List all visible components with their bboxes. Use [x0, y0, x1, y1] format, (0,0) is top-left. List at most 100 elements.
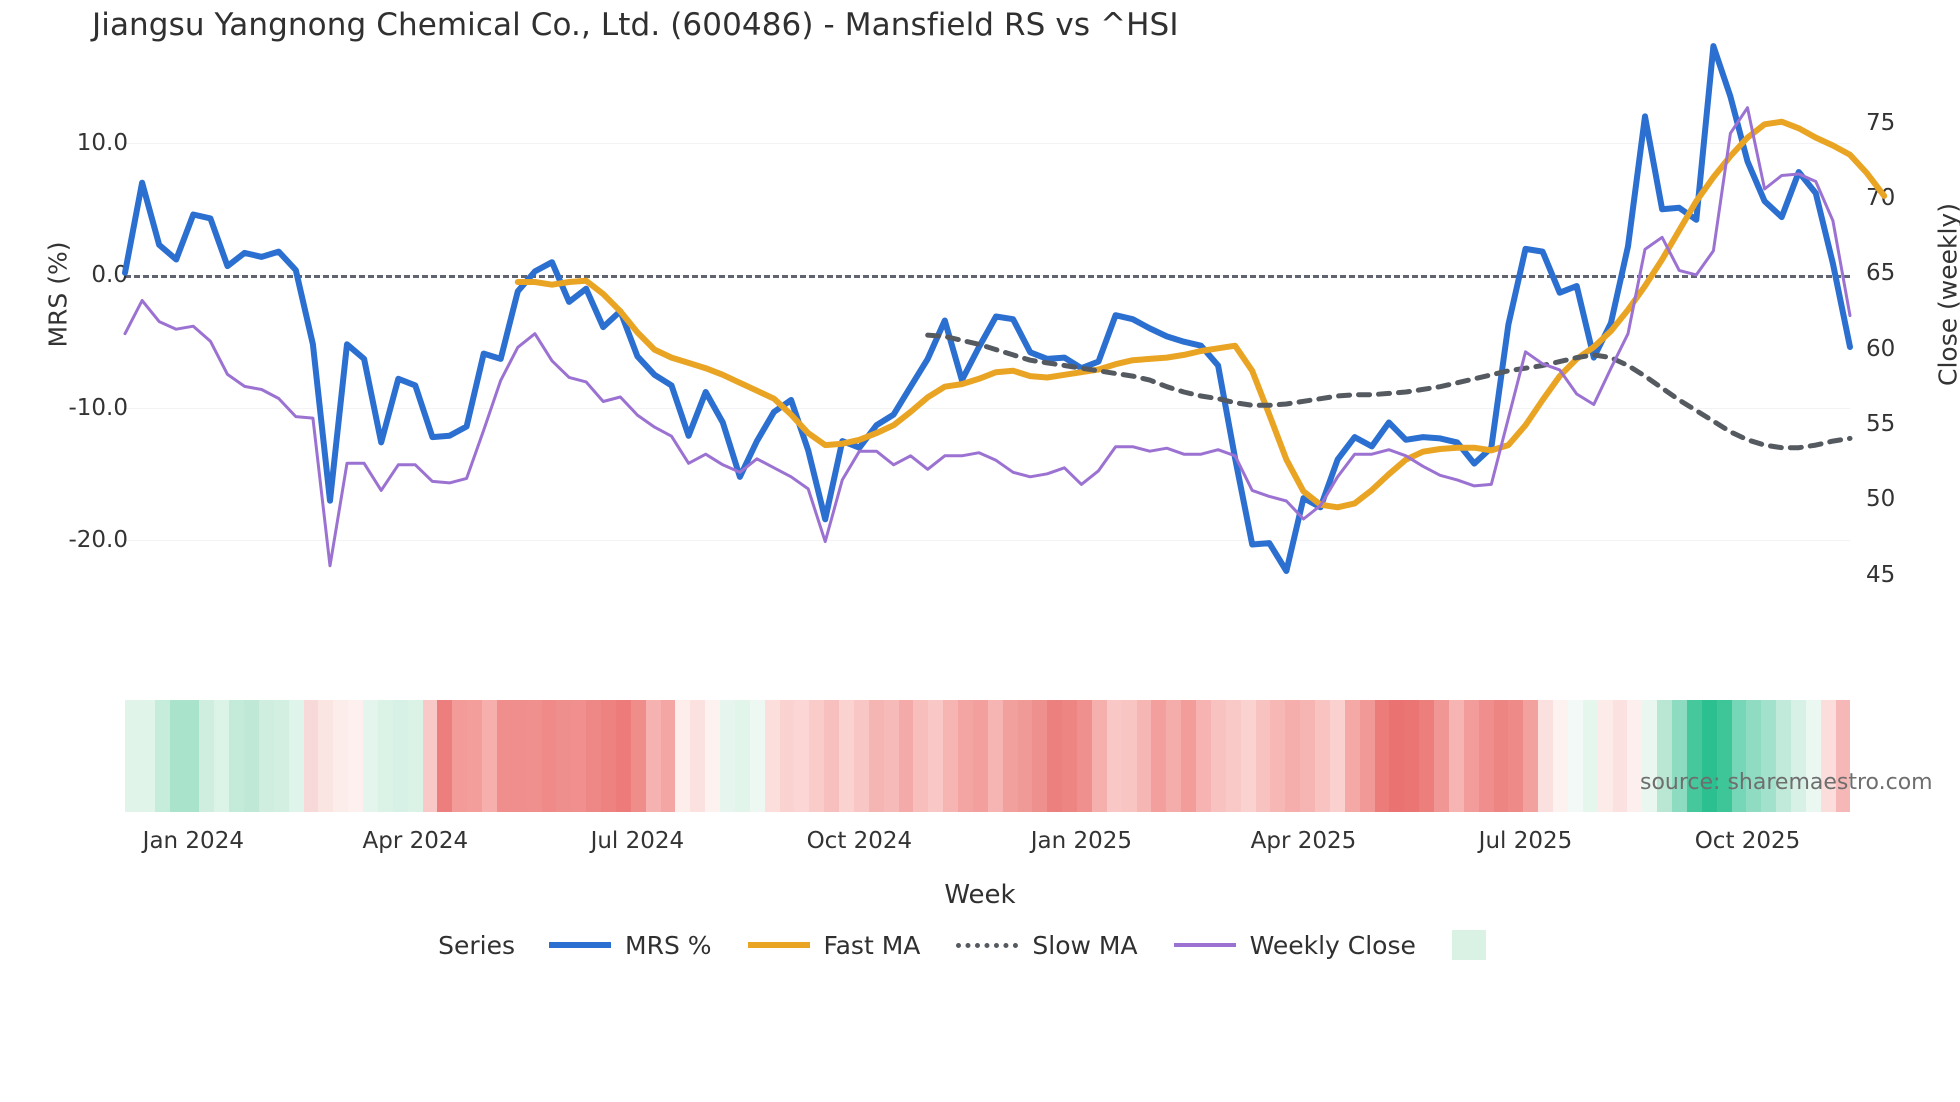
gridline	[125, 540, 1850, 542]
heatmap-band	[139, 700, 155, 812]
heatmap-band	[660, 700, 676, 812]
y-tick-label-left: -10.0	[68, 394, 128, 421]
x-tick-label: Oct 2025	[1694, 828, 1801, 854]
heatmap-band	[1255, 700, 1271, 812]
heatmap-band	[1597, 700, 1613, 812]
x-axis-label: Week	[944, 880, 1016, 910]
heatmap-band	[496, 700, 512, 812]
heatmap-band	[853, 700, 869, 812]
y-axis-label-right: Close (weekly)	[1933, 203, 1960, 386]
heatmap-band	[1791, 700, 1806, 812]
heatmap-band	[452, 700, 468, 812]
heatmap-band	[1344, 700, 1360, 812]
heatmap-band	[1106, 700, 1122, 812]
heatmap-band	[1047, 700, 1063, 812]
x-tick-label: Apr 2025	[1250, 828, 1357, 854]
heatmap-band	[1270, 700, 1286, 812]
heatmap-band	[779, 700, 795, 812]
legend-label-weekly-close: Weekly Close	[1249, 930, 1416, 960]
heatmap-band	[1686, 700, 1702, 812]
heatmap-band	[511, 700, 527, 812]
heatmap-band	[377, 700, 393, 812]
heatmap-band	[199, 700, 215, 812]
heatmap-band	[586, 700, 601, 812]
legend-item-weekly-close[interactable]: Weekly Close	[1173, 930, 1416, 960]
heatmap-band	[1553, 700, 1568, 812]
heatmap-band	[1166, 700, 1182, 812]
heatmap-band	[645, 700, 661, 812]
heatmap-band	[883, 700, 899, 812]
heatmap-band	[125, 700, 140, 812]
heatmap-band	[675, 700, 691, 812]
y-axis-label-left: MRS (%)	[43, 241, 73, 348]
heatmap-band	[1285, 700, 1301, 812]
heatmap-band	[1567, 700, 1583, 812]
heatmap-band	[1315, 700, 1330, 812]
heatmap-band	[972, 700, 988, 812]
y-tick-label-right: 50	[1866, 486, 1896, 513]
heatmap-band	[1731, 700, 1747, 812]
heatmap-band	[1716, 700, 1732, 812]
series-line-weekly-close	[123, 106, 1852, 568]
line-swatch-icon	[549, 942, 612, 948]
legend-item-heatmap[interactable]	[1451, 930, 1486, 960]
heatmap-band	[749, 700, 765, 812]
heatmap-band	[1017, 700, 1033, 812]
legend-item-fast-ma[interactable]: Fast MA	[747, 930, 921, 960]
heatmap-band	[1672, 700, 1687, 812]
heatmap-band	[1478, 700, 1494, 812]
heatmap-band	[482, 700, 497, 812]
heatmap-band	[705, 700, 720, 812]
heatmap-band	[1077, 700, 1092, 812]
heatmap-band	[1151, 700, 1167, 812]
source-note: source: sharemaestro.com	[1640, 770, 1933, 795]
x-tick-label: Jul 2025	[1478, 828, 1573, 854]
heatmap-band	[987, 700, 1003, 812]
mrs-heatmap-strip	[125, 700, 1850, 812]
line-swatch-icon	[747, 942, 810, 948]
x-tick-label: Oct 2024	[806, 828, 913, 854]
heatmap-band	[913, 700, 929, 812]
heatmap-band	[1032, 700, 1048, 812]
y-tick-label-right: 75	[1866, 109, 1896, 136]
legend: Series MRS % Fast MA Slow MA Weekly Clos…	[0, 930, 1960, 960]
heatmap-band	[1225, 700, 1241, 812]
legend-title: Series	[438, 930, 516, 960]
legend-label-fast-ma: Fast MA	[823, 930, 921, 960]
y-tick-label-right: 60	[1866, 335, 1896, 362]
heatmap-band	[229, 700, 244, 812]
heatmap-band	[1493, 700, 1509, 812]
legend-item-mrs[interactable]: MRS %	[549, 931, 712, 960]
heatmap-band	[1835, 700, 1850, 812]
heatmap-band	[1761, 700, 1777, 812]
heatmap-band	[407, 700, 423, 812]
legend-item-slow-ma[interactable]: Slow MA	[956, 931, 1138, 960]
page-title: Jiangsu Yangnong Chemical Co., Ltd. (600…	[92, 7, 1179, 43]
heatmap-band	[1419, 700, 1434, 812]
heatmap-band	[839, 700, 854, 812]
heatmap-band	[318, 700, 334, 812]
heatmap-band	[1582, 700, 1598, 812]
series-line-fast-ma	[514, 118, 1888, 511]
y-tick-label-left: 10.0	[76, 129, 128, 156]
heatmap-band	[868, 700, 884, 812]
heatmap-band	[1805, 700, 1821, 812]
y-tick-label-right: 55	[1866, 411, 1896, 438]
heatmap-band	[1642, 700, 1658, 812]
heatmap-band	[1434, 700, 1449, 812]
heatmap-band	[1746, 700, 1762, 812]
heatmap-band	[169, 700, 185, 812]
heatmap-band	[333, 700, 349, 812]
x-tick-label: Jul 2024	[590, 828, 685, 854]
heatmap-band	[958, 700, 973, 812]
heatmap-band	[794, 700, 810, 812]
y-tick-label-right: 70	[1866, 185, 1896, 212]
heatmap-band	[1389, 700, 1405, 812]
dotted-line-swatch-icon	[956, 942, 1019, 948]
heatmap-band	[348, 700, 363, 812]
heatmap-band	[1240, 700, 1256, 812]
heatmap-swatch-icon	[1451, 930, 1486, 960]
legend-label-mrs: MRS %	[625, 930, 712, 960]
heatmap-band	[526, 700, 542, 812]
